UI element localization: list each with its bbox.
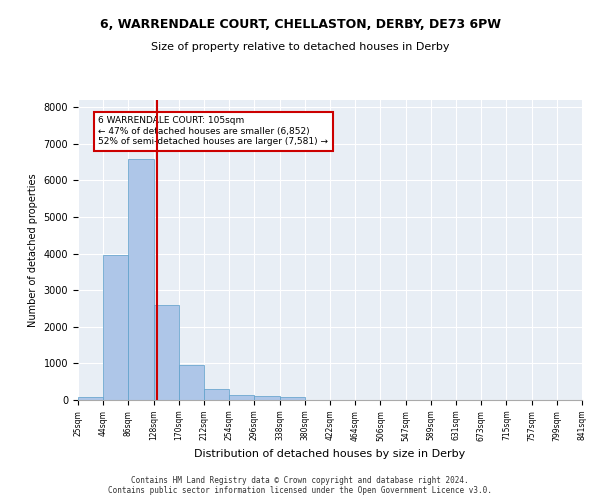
Bar (78, 398, 103, 400)
X-axis label: Distribution of detached houses by size in Derby: Distribution of detached houses by size … (194, 449, 466, 459)
Text: 6, WARRENDALE COURT, CHELLASTON, DERBY, DE73 6PW: 6, WARRENDALE COURT, CHELLASTON, DERBY, … (100, 18, 500, 30)
Text: Size of property relative to detached houses in Derby: Size of property relative to detached ho… (151, 42, 449, 52)
Text: 6 WARRENDALE COURT: 105sqm
← 47% of detached houses are smaller (6,852)
52% of s: 6 WARRENDALE COURT: 105sqm ← 47% of deta… (98, 116, 328, 146)
Bar (254, 396, 280, 400)
Y-axis label: Number of detached properties: Number of detached properties (28, 173, 38, 327)
Text: Contains HM Land Registry data © Crown copyright and database right 2024.
Contai: Contains HM Land Registry data © Crown c… (108, 476, 492, 495)
Bar (154, 305, 179, 400)
Bar (103, 254, 128, 400)
Bar (204, 389, 229, 400)
Bar (229, 395, 254, 400)
Bar (128, 158, 154, 400)
Bar (179, 365, 204, 400)
Bar (280, 397, 305, 400)
